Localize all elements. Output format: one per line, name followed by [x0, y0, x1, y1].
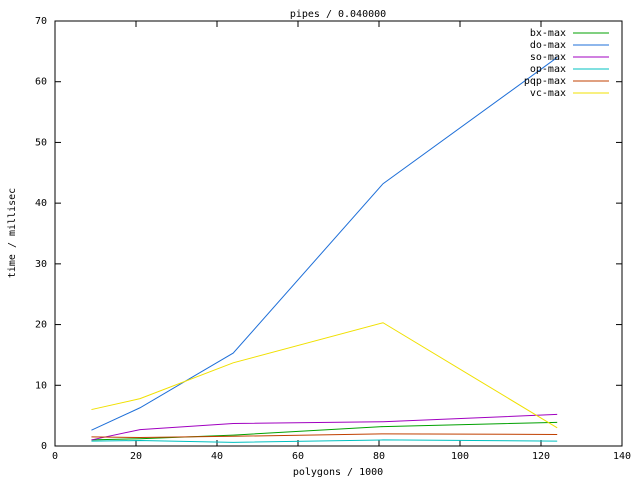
series-line [91, 433, 558, 439]
x-tick-label: 100 [451, 451, 469, 462]
x-tick-label: 20 [130, 451, 142, 462]
series-line [91, 421, 558, 441]
series-line [91, 439, 558, 443]
x-tick-label: 60 [292, 451, 304, 462]
legend-label: bx-max [530, 28, 566, 39]
y-tick-label: 50 [35, 137, 47, 148]
legend-label: do-max [530, 40, 566, 51]
y-axis-label: time / millisec [7, 188, 18, 278]
x-tick-label: 40 [211, 451, 223, 462]
x-tick-label: 140 [613, 451, 631, 462]
plot-frame [54, 20, 623, 447]
y-tick-label: 60 [35, 77, 47, 88]
legend-label: so-max [530, 52, 566, 63]
y-tick-label: 70 [35, 16, 47, 27]
x-tick-label: 80 [373, 451, 385, 462]
y-tick-label: 10 [35, 380, 47, 391]
series-line [91, 322, 558, 429]
chart-title: pipes / 0.040000 [290, 9, 386, 20]
legend-label: op-max [530, 64, 566, 75]
x-tick-label: 0 [52, 451, 58, 462]
legend-label: vc-max [530, 88, 566, 99]
x-axis-label: polygons / 1000 [293, 467, 383, 478]
series-line [91, 57, 558, 431]
y-tick-label: 30 [35, 259, 47, 270]
y-tick-label: 0 [41, 441, 47, 452]
legend-label: pqp-max [524, 76, 566, 87]
x-tick-label: 120 [532, 451, 550, 462]
y-tick-label: 40 [35, 198, 47, 209]
series-line [91, 413, 558, 441]
y-tick-label: 20 [35, 320, 47, 331]
